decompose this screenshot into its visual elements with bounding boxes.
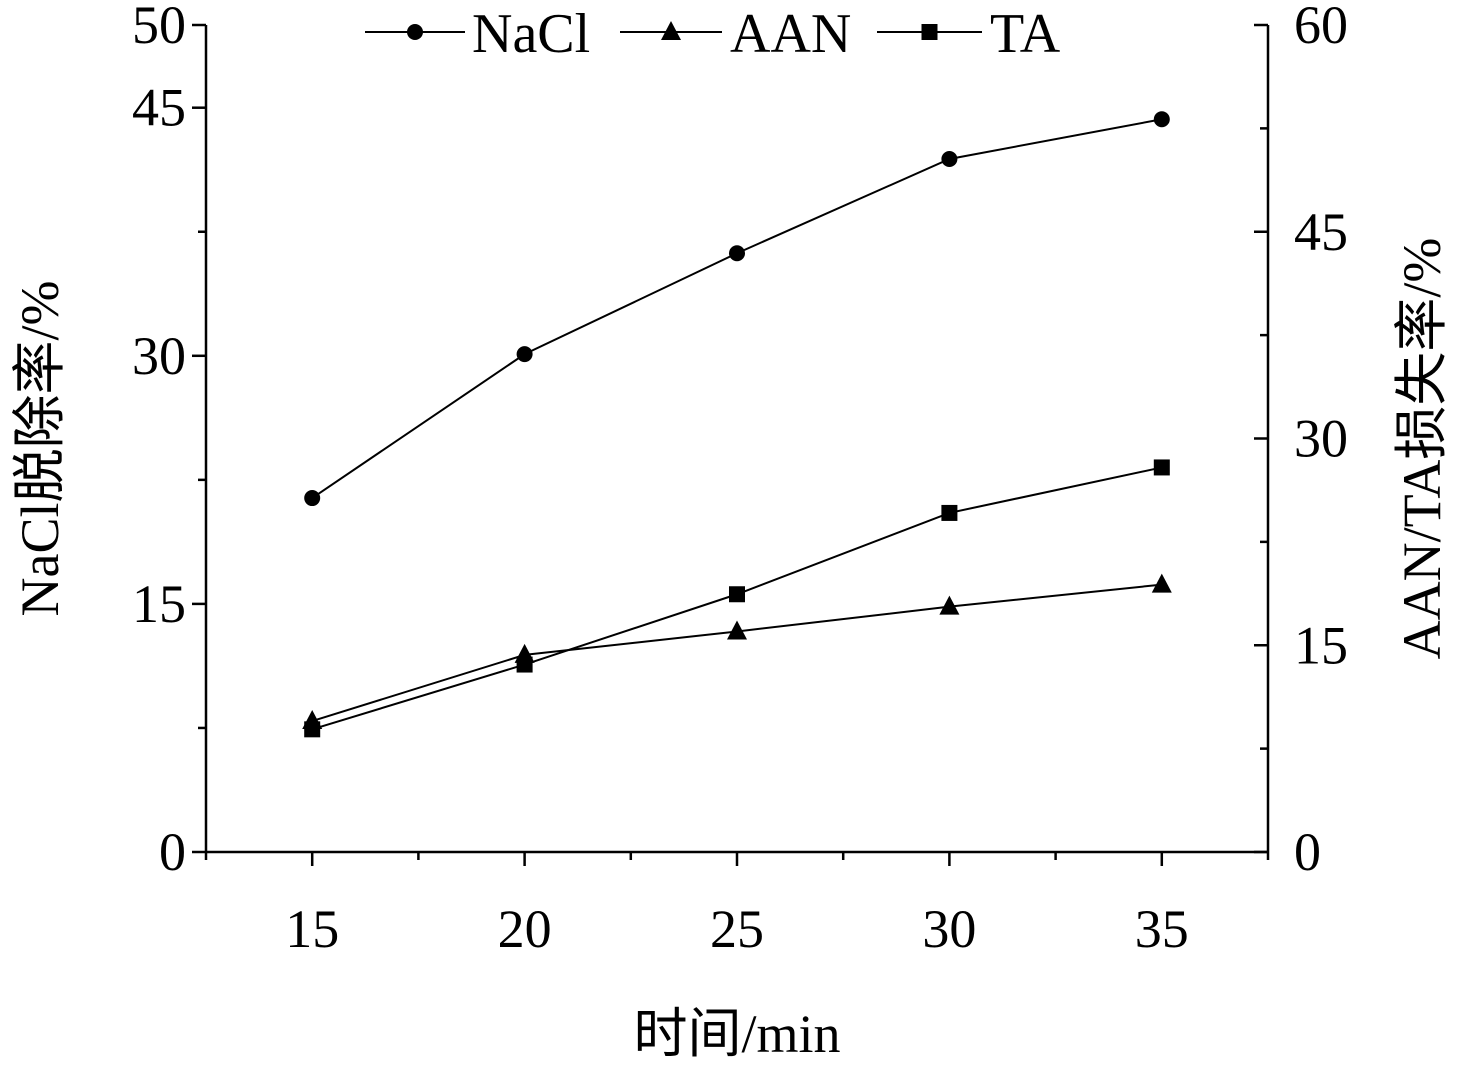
data-point-nacl [729, 245, 745, 262]
x-tick-label: 30 [922, 899, 976, 959]
data-point-ta [1153, 459, 1170, 476]
y-right-tick-label: 15 [1294, 615, 1348, 675]
legend-label: NaCl [472, 3, 590, 65]
y-right-tick-label: 45 [1294, 202, 1348, 262]
legend: NaCl AAN TA [365, 3, 1061, 65]
data-point-aan [939, 595, 960, 615]
legend-label: TA [990, 3, 1061, 65]
series-line-aan [311, 583, 1162, 723]
legend-marker [921, 24, 938, 40]
data-point-ta [941, 504, 958, 521]
legend-item-nacl: NaCl [365, 3, 590, 65]
y-left-tick-label: 50 [132, 0, 186, 55]
x-tick-label: 35 [1135, 899, 1189, 959]
series-line-nacl [311, 118, 1162, 499]
legend-item-aan: AAN [620, 3, 851, 65]
y-axis-left-title: NaCl脱除率/% [10, 281, 70, 617]
y-left-tick-label: 15 [132, 574, 186, 634]
x-tick-label: 20 [498, 899, 552, 959]
x-axis-title: 时间/min [633, 1004, 840, 1061]
x-tick-label: 15 [285, 899, 339, 959]
data-point-nacl [516, 346, 533, 363]
data-point-aan [727, 620, 747, 640]
data-point-nacl [304, 490, 321, 507]
y-right-tick-label: 30 [1294, 409, 1348, 469]
data-point-ta [516, 656, 533, 673]
data-point-aan [1151, 573, 1172, 593]
series-ta [304, 459, 1170, 738]
y-right-tick-label: 0 [1294, 822, 1321, 882]
series-nacl [304, 111, 1170, 507]
y-left-tick-label: 30 [132, 326, 186, 386]
axes-layer: 0 15 30 45 50 0 15 30 45 60 15 20 25 30 35 [132, 0, 1348, 959]
y-right-tick-label: 60 [1294, 0, 1348, 55]
x-tick-label: 25 [710, 899, 764, 959]
legend-marker [407, 24, 423, 40]
data-point-ta [729, 586, 745, 603]
y-axis-right-title: AAN/TA损失率/% [1392, 238, 1452, 660]
legend-marker [661, 21, 681, 40]
series-layer [302, 111, 1172, 738]
data-point-nacl [1153, 111, 1170, 128]
y-left-tick-label: 45 [132, 78, 186, 138]
legend-label: AAN [730, 3, 851, 65]
legend-item-ta: TA [877, 3, 1061, 65]
data-point-nacl [941, 150, 958, 167]
y-left-tick-label: 0 [159, 822, 186, 882]
data-point-ta [304, 721, 321, 738]
